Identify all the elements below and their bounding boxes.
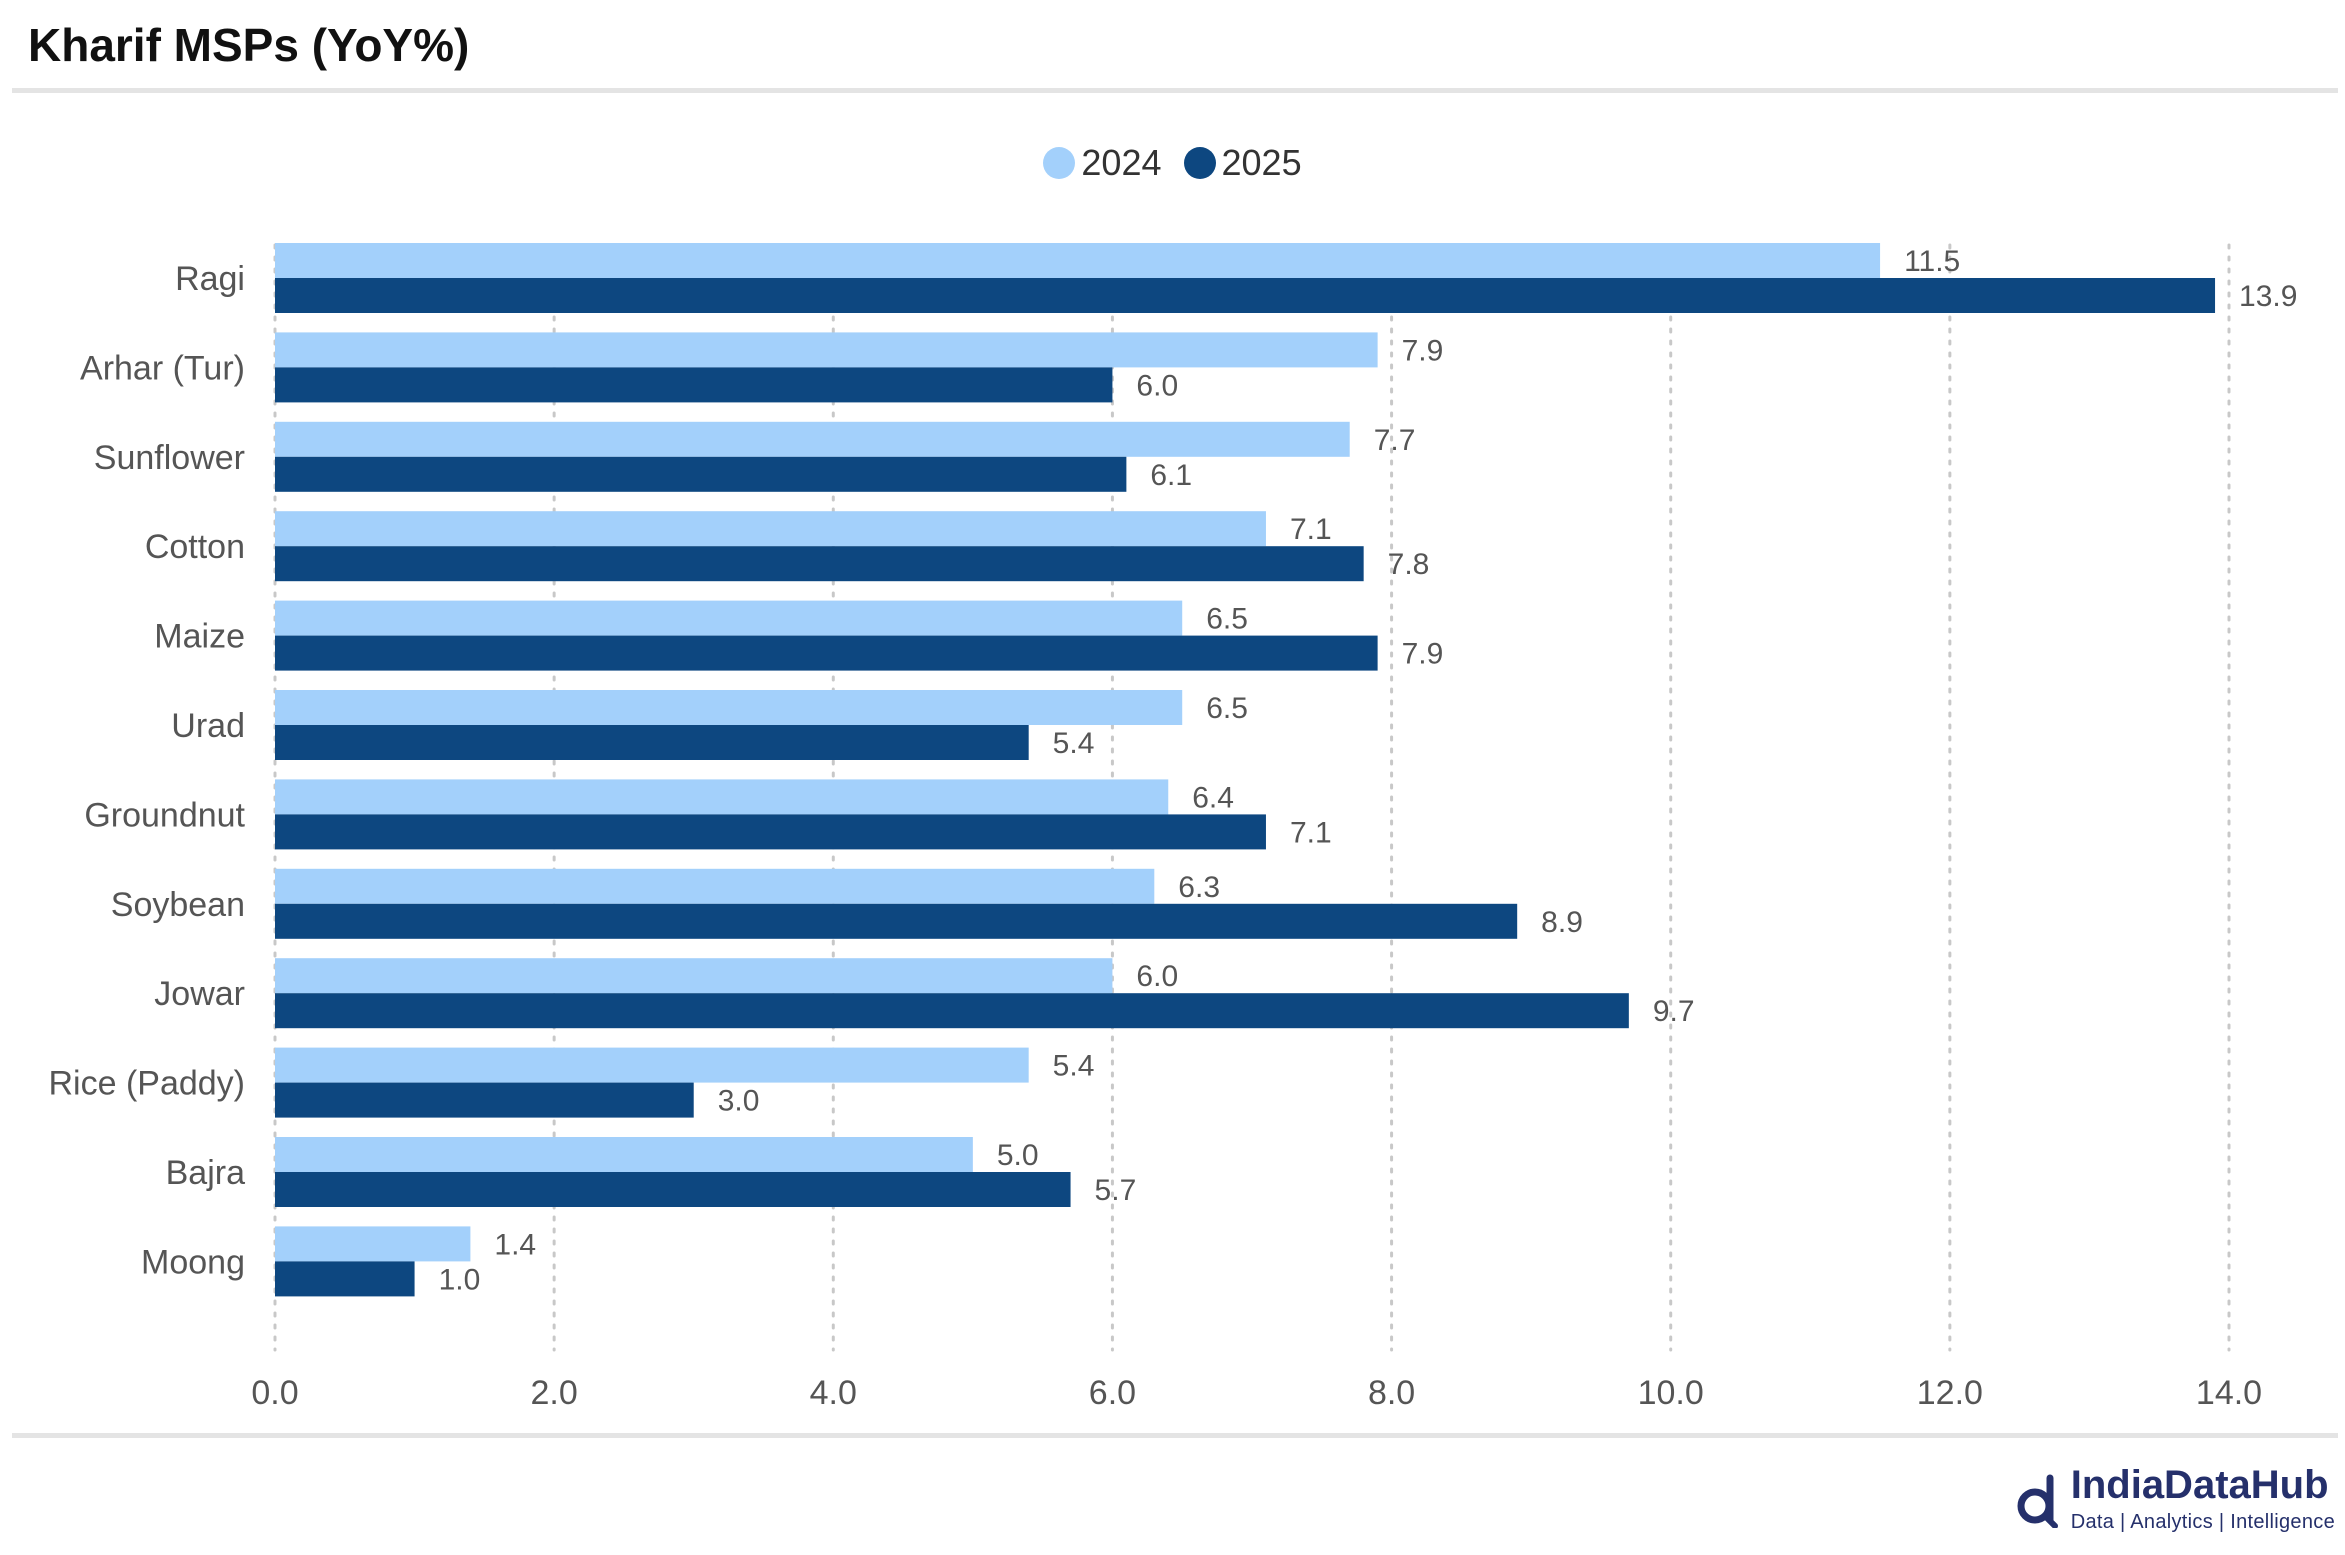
bar-2024-groundnut: [275, 779, 1169, 815]
bar-2024-bajra: [275, 1137, 973, 1172]
bar-2024-cotton: [275, 511, 1266, 547]
data-label-2025-arhar-tur: 6.0: [1136, 369, 1178, 402]
bar-2025-sunflower: [275, 456, 1127, 492]
data-label-2025-moong: 1.0: [439, 1263, 481, 1296]
legend-label-2025: 2025: [1221, 142, 1302, 183]
category-label-sunflower: Sunflower: [94, 439, 245, 477]
x-tick-label: 2.0: [531, 1374, 578, 1412]
data-label-2024-ragi: 11.5: [1904, 245, 1960, 278]
bar-2024-urad: [275, 690, 1183, 725]
x-tick-label: 10.0: [1638, 1374, 1704, 1412]
data-label-2025-sunflower: 6.1: [1150, 459, 1192, 492]
legend-label-2024: 2024: [1081, 142, 1162, 183]
data-label-2025-bajra: 5.7: [1095, 1174, 1137, 1207]
legend: 2024 2025: [0, 142, 2345, 184]
category-label-urad: Urad: [171, 707, 245, 745]
category-label-bajra: Bajra: [166, 1154, 245, 1192]
chart-title: Kharif MSPs (YoY%): [28, 19, 470, 71]
data-label-2024-maize: 6.5: [1206, 603, 1248, 636]
category-label-maize: Maize: [154, 618, 245, 656]
legend-swatch-2024: [1043, 147, 1076, 179]
bar-2024-sunflower: [275, 421, 1350, 457]
category-label-arhar-tur: Arhar (Tur): [80, 349, 245, 387]
bar-2024-arhar-tur: [275, 332, 1378, 368]
data-label-2024-urad: 6.5: [1206, 692, 1248, 725]
bar-2024-jowar: [275, 958, 1113, 994]
x-tick-label: 12.0: [1917, 1374, 1983, 1412]
bar-2024-ragi: [275, 243, 1881, 278]
logo-name: IndiaDataHub: [2070, 1463, 2329, 1507]
x-tick-label: 4.0: [810, 1374, 857, 1412]
bar-2025-moong: [275, 1261, 415, 1297]
data-label-2025-urad: 5.4: [1053, 727, 1095, 760]
data-label-2025-jowar: 9.7: [1653, 995, 1695, 1028]
bar-2025-cotton: [275, 546, 1364, 582]
bar-2025-jowar: [275, 993, 1629, 1029]
data-label-2024-moong: 1.4: [494, 1228, 536, 1261]
footer-divider: [12, 1433, 2338, 1438]
category-label-groundnut: Groundnut: [84, 796, 245, 834]
data-label-2024-rice-paddy: 5.4: [1053, 1050, 1095, 1083]
logo-icon: [2017, 1474, 2058, 1528]
legend-item-2024: 2024: [1043, 142, 1162, 184]
bar-2025-bajra: [275, 1172, 1071, 1207]
category-label-jowar: Jowar: [154, 975, 245, 1013]
bar-2025-soybean: [275, 903, 1518, 939]
category-label-cotton: Cotton: [145, 528, 245, 566]
data-label-2024-sunflower: 7.7: [1374, 424, 1416, 457]
x-tick-label: 0.0: [251, 1374, 298, 1412]
bar-2025-urad: [275, 725, 1029, 760]
logo-tagline: Data | Analytics | Intelligence: [2070, 1511, 2335, 1533]
legend-swatch-2025: [1183, 147, 1216, 179]
category-label-soybean: Soybean: [111, 886, 245, 924]
bar-2025-rice-paddy: [275, 1082, 694, 1118]
bar-2024-rice-paddy: [275, 1047, 1029, 1083]
x-tick-label: 6.0: [1089, 1374, 1136, 1412]
data-label-2024-arhar-tur: 7.9: [1402, 334, 1444, 367]
data-label-2025-soybean: 8.9: [1541, 906, 1583, 939]
data-label-2024-jowar: 6.0: [1136, 960, 1178, 993]
bar-2025-ragi: [275, 278, 2216, 313]
data-label-2024-cotton: 7.1: [1290, 513, 1332, 546]
bar-chart: 0.0 2.0 4.0 6.0 8.0 10.0 12.0 14.0 Ragi 11.5 13.9 A…: [48, 243, 2297, 1412]
category-label-moong: Moong: [141, 1243, 245, 1281]
bar-2025-maize: [275, 635, 1378, 671]
data-label-2024-soybean: 6.3: [1178, 871, 1220, 904]
bar-2025-groundnut: [275, 814, 1266, 850]
data-label-2025-groundnut: 7.1: [1290, 816, 1332, 849]
data-label-2024-groundnut: 6.4: [1192, 781, 1234, 814]
category-label-rice-paddy: Rice (Paddy): [48, 1065, 245, 1103]
bar-2024-maize: [275, 600, 1183, 636]
legend-item-2025: 2025: [1183, 142, 1302, 184]
data-label-2025-rice-paddy: 3.0: [718, 1085, 760, 1118]
data-label-2025-cotton: 7.8: [1388, 548, 1430, 581]
x-tick-label: 14.0: [2196, 1374, 2262, 1412]
data-label-2025-maize: 7.9: [1402, 638, 1444, 671]
bar-2024-moong: [275, 1226, 471, 1262]
data-label-2025-ragi: 13.9: [2239, 280, 2297, 313]
title-divider: [12, 88, 2338, 93]
bar-2025-arhar-tur: [275, 367, 1113, 403]
data-label-2024-bajra: 5.0: [997, 1139, 1039, 1172]
x-tick-label: 8.0: [1368, 1374, 1415, 1412]
bar-2024-soybean: [275, 868, 1155, 904]
category-label-ragi: Ragi: [175, 260, 245, 298]
logo: IndiaDataHub Data | Analytics | Intellig…: [2015, 1465, 2335, 1534]
